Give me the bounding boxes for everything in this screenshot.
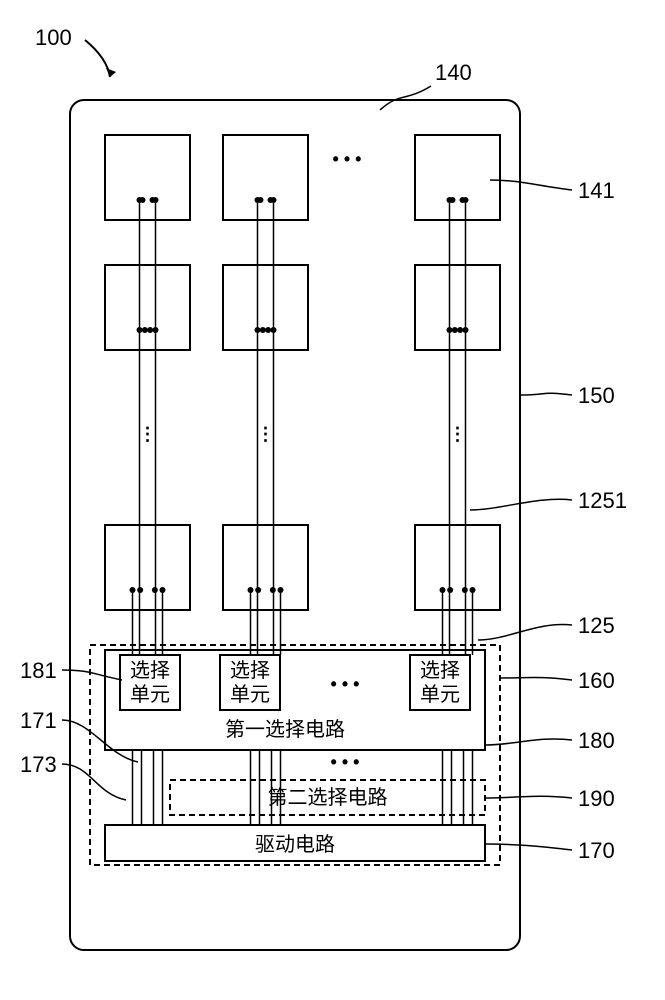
svg-text:• • •: • • •	[331, 752, 360, 772]
svg-text:选择: 选择	[230, 659, 270, 682]
diagram-svg: 第一选择电路选择单元选择单元选择单元• • •第二选择电路驱动电路• • •⋮⋮…	[0, 0, 665, 1000]
ref-141: 141	[578, 178, 615, 204]
diagram-canvas: 第一选择电路选择单元选择单元选择单元• • •第二选择电路驱动电路• • •⋮⋮…	[0, 0, 665, 1000]
svg-text:选择: 选择	[130, 659, 170, 682]
svg-text:第二选择电路: 第二选择电路	[268, 786, 388, 809]
svg-text:⋮: ⋮	[449, 424, 467, 444]
ref-180: 180	[578, 728, 615, 754]
svg-text:⋮: ⋮	[139, 424, 157, 444]
svg-text:单元: 单元	[130, 683, 170, 706]
svg-text:⋮: ⋮	[257, 424, 275, 444]
ref-125: 125	[578, 613, 615, 639]
svg-text:驱动电路: 驱动电路	[255, 833, 335, 856]
svg-text:单元: 单元	[230, 683, 270, 706]
ref-1251: 1251	[578, 488, 627, 514]
svg-text:• • •: • • •	[333, 149, 362, 169]
ref-190: 190	[578, 786, 615, 812]
ref-100: 100	[35, 25, 72, 51]
svg-text:• • •: • • •	[331, 674, 360, 694]
svg-text:第一选择电路: 第一选择电路	[225, 718, 345, 741]
svg-text:选择: 选择	[420, 659, 460, 682]
ref-181: 181	[20, 658, 57, 684]
ref-150: 150	[578, 383, 615, 409]
ref-160: 160	[578, 668, 615, 694]
ref-173: 173	[20, 752, 57, 778]
ref-140: 140	[435, 60, 472, 86]
ref-171: 171	[20, 708, 57, 734]
ref-170: 170	[578, 838, 615, 864]
svg-text:单元: 单元	[420, 683, 460, 706]
